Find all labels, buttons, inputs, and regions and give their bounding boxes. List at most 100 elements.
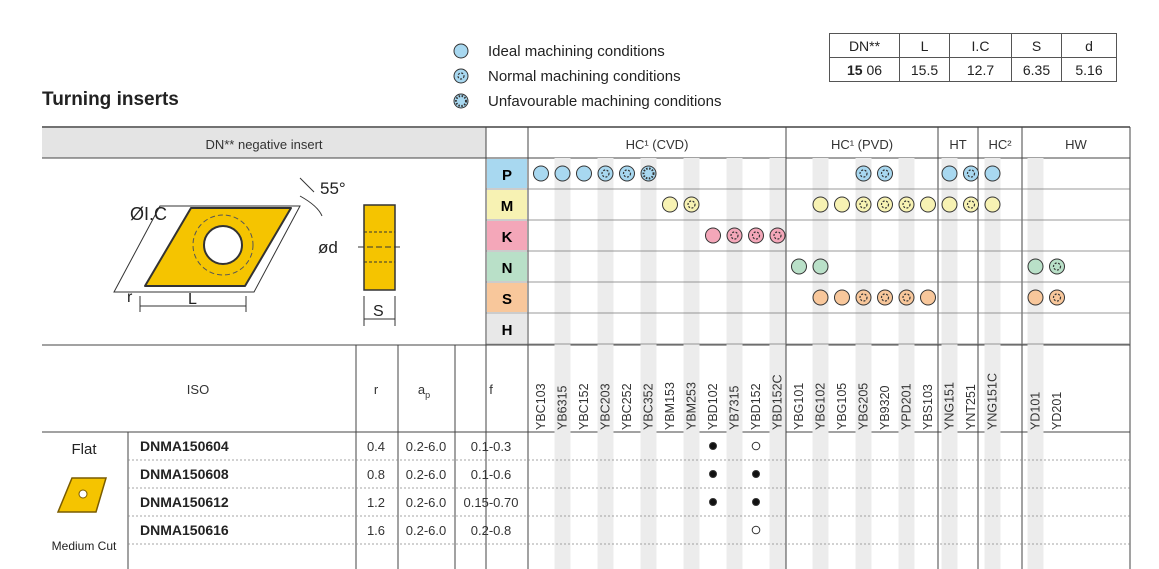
l-label: L [188, 291, 197, 308]
column-shade [683, 158, 700, 569]
dim-code: 15 06 [829, 57, 900, 82]
column-shade [855, 158, 872, 569]
grade-code: YBC252 [620, 383, 634, 430]
section-sub: Medium Cut [52, 539, 117, 553]
ideal-circle-icon [533, 165, 549, 182]
material-cell [487, 159, 527, 188]
stock-dot-icon [752, 498, 760, 506]
material-label: P [502, 167, 512, 184]
stock-dot-icon [709, 470, 717, 478]
grade-code: YBM153 [663, 382, 677, 430]
legend-unfavourable: Unfavourable machining conditions [452, 90, 721, 112]
ideal-circle-icon [920, 289, 936, 306]
ideal-circle-icon [984, 196, 1001, 213]
grade-code: YBG205 [857, 383, 871, 430]
angle-label: 55° [320, 179, 346, 198]
material-cell [487, 190, 527, 219]
ideal-circle-icon [812, 196, 829, 213]
dim-l: 15.5 [899, 57, 950, 82]
legend-label: Ideal machining conditions [488, 42, 665, 60]
column-shade [726, 158, 743, 569]
group-label: HC¹ (CVD) [626, 137, 689, 152]
dim-header: L [899, 33, 950, 58]
material-label: M [501, 198, 514, 215]
column-shade [898, 158, 915, 569]
normal-circle-icon [726, 227, 743, 244]
insert-type-label: DN** negative insert [205, 137, 322, 152]
ap-value: 0.2-6.0 [406, 439, 446, 454]
group-label: HC² [988, 137, 1012, 152]
r-value: 1.6 [367, 523, 385, 538]
r-value: 0.4 [367, 439, 385, 454]
grade-code: YBM253 [685, 382, 699, 430]
normal-circle-icon [597, 165, 614, 182]
legend-label: Unfavourable machining conditions [488, 92, 722, 110]
r-label: r [127, 289, 133, 306]
iso-code: DNMA150604 [140, 438, 229, 454]
dim-header: S [1011, 33, 1062, 58]
f-header: f [489, 382, 493, 397]
ideal-circle-icon [705, 227, 721, 244]
stock-dot-icon [752, 470, 760, 478]
dim-d: 5.16 [1061, 57, 1117, 82]
grade-code: YBC152 [577, 383, 591, 430]
ideal-circle-icon [1027, 258, 1044, 275]
ideal-circle-icon [662, 196, 678, 213]
unfavourable-circle-icon [640, 165, 657, 182]
material-cell [487, 221, 527, 250]
grade-code: YPD201 [900, 383, 914, 430]
column-shade [984, 158, 1001, 569]
group-label: HC¹ (PVD) [831, 137, 893, 152]
stock-dot-icon [709, 442, 717, 450]
iso-header: ISO [187, 382, 209, 397]
legend-ideal: Ideal machining conditions [452, 40, 665, 62]
legend-label: Normal machining conditions [488, 67, 681, 85]
grade-code: YBG105 [835, 383, 849, 430]
r-value: 0.8 [367, 467, 385, 482]
insert-drawing [113, 177, 400, 326]
iso-code: DNMA150608 [140, 466, 229, 482]
grade-code: YD201 [1050, 392, 1064, 430]
normal-circle-icon [453, 68, 469, 84]
ideal-circle-icon [576, 165, 592, 182]
material-label: K [502, 229, 513, 246]
grade-code: YBC103 [534, 383, 548, 430]
ideal-circle-icon [984, 165, 1001, 182]
grade-code: YB6315 [556, 385, 570, 430]
ideal-circle-icon [941, 196, 958, 213]
flat-insert-icon [56, 477, 108, 513]
dim-header: I.C [949, 33, 1012, 58]
ideal-circle-icon [453, 43, 469, 59]
normal-circle-icon [963, 196, 979, 213]
ic-label: ØI.C [130, 204, 167, 224]
d-label: ød [318, 238, 338, 257]
grade-code: YNG151C [986, 373, 1000, 430]
f-value: 0.1-0.6 [471, 467, 511, 482]
normal-circle-icon [619, 165, 635, 182]
grade-code: YB9320 [878, 385, 892, 430]
column-shade [597, 158, 614, 569]
normal-circle-icon [898, 289, 915, 306]
f-value: 0.2-0.8 [471, 523, 511, 538]
grade-code: YBC203 [599, 383, 613, 430]
column-shade [941, 158, 958, 569]
ideal-circle-icon [834, 196, 850, 213]
material-cell [487, 314, 527, 343]
ap-value: 0.2-6.0 [406, 467, 446, 482]
f-value: 0.15-0.70 [464, 495, 519, 510]
material-cell [487, 252, 527, 281]
material-label: N [502, 260, 513, 277]
ideal-circle-icon [834, 289, 850, 306]
iso-code: DNMA150616 [140, 522, 229, 538]
ideal-circle-icon [791, 258, 807, 275]
on-request-dot-icon [751, 441, 761, 451]
ideal-circle-icon [554, 165, 571, 182]
material-label: S [502, 291, 512, 308]
dim-ic: 12.7 [949, 57, 1012, 82]
normal-circle-icon [877, 289, 893, 306]
ideal-circle-icon [920, 196, 936, 213]
dimension-table: DN** L I.C S d 15 06 15.5 12.7 6.35 5.16 [829, 33, 1117, 82]
normal-circle-icon [877, 165, 893, 182]
stock-dot-icon [709, 498, 717, 506]
material-label: H [502, 322, 513, 339]
